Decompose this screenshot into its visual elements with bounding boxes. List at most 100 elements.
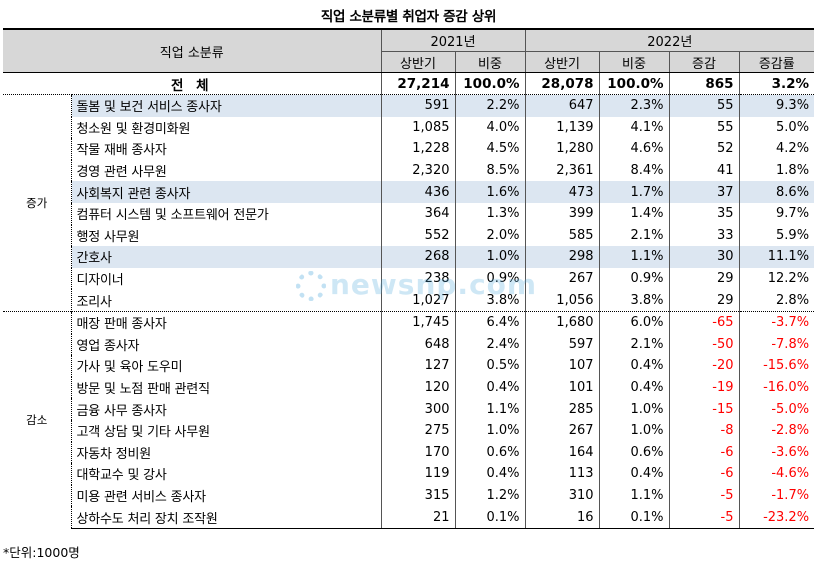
h1-2021-cell: 21 (381, 506, 456, 529)
change-cell: -15 (669, 398, 740, 420)
h1-2021-cell: 1,085 (381, 116, 456, 139)
share-2022-cell: 0.6% (599, 441, 670, 464)
h1-2021-header: 상반기 (381, 51, 456, 73)
change-cell: -8 (669, 419, 740, 442)
share-2021-cell: 0.5% (455, 355, 526, 377)
share-2022-cell: 2.3% (599, 93, 670, 117)
rate-cell: -5.0% (771, 401, 810, 417)
h1-2021-cell: 268 (381, 246, 456, 268)
table-row: 감소 매장 판매 종사자 1,745 6.4% 1,680 6.0% -65 -3.7% (3, 310, 815, 529)
occupation-name: 돌봄 및 보건 서비스 종사자 (71, 93, 382, 117)
table-row: 경영 관련 사무원 2,320 8.5% 2,361 8.4% 41 1.8% (3, 159, 814, 182)
h1-2022-cell: 597 (525, 333, 600, 356)
share-2022-cell: 1.4% (599, 202, 670, 225)
h1-2022-cell: 1,680 (525, 310, 600, 334)
share-2022-cell: 4.6% (599, 138, 670, 160)
h1-2021-cell: 127 (381, 355, 456, 377)
h1-2021-cell: 120 (381, 376, 456, 399)
table-row: 금융 사무 종사자 300 1.1% 285 1.0% -15 -5.0% (3, 398, 814, 420)
rate-cell: -2.8% (771, 423, 810, 439)
rate-cell: -15.6% (763, 358, 810, 374)
h1-2022-cell: 101 (525, 376, 600, 399)
rate-cell: 9.7% (776, 206, 810, 222)
total-label: 전 체 (3, 72, 382, 95)
table-row: 컴퓨터 시스템 및 소프트웨어 전문가 364 1.3% 399 1.4% 35 9.7% (3, 202, 814, 225)
total-row: 전 체 27,214 100.0% 28,078 100.0% 865 3.2% (3, 72, 815, 95)
h1-2021-cell: 1,027 (381, 289, 456, 312)
h1-2021-cell: 648 (381, 333, 456, 356)
table-row: 가사 및 육아 도우미 127 0.5% 107 0.4% -20 -15.6% (3, 355, 814, 377)
share-2021-cell: 8.5% (455, 159, 526, 182)
change-cell: 37 (669, 181, 740, 203)
change-cell: -6 (669, 463, 740, 485)
table-row: 미용 관련 서비스 종사자 315 1.2% 310 1.1% -5 -1.7% (3, 484, 814, 507)
occupation-name: 방문 및 노점 판매 관련직 (71, 376, 382, 399)
share-2021-cell: 2.4% (455, 333, 526, 356)
share-2021-cell: 0.1% (455, 506, 526, 529)
rate-cell: 1.8% (776, 163, 810, 179)
occupation-name: 대학교수 및 강사 (71, 463, 382, 485)
share-2021-cell: 2.2% (455, 93, 526, 117)
share-2021-cell: 1.6% (455, 181, 526, 203)
h1-2022-cell: 647 (525, 93, 600, 117)
share-2022-cell: 1.7% (599, 181, 670, 203)
occupation-name: 가사 및 육아 도우미 (71, 355, 382, 377)
h1-2021-cell: 1,745 (381, 310, 456, 334)
total-share-2021: 100.0% (455, 72, 526, 95)
table-row: 행정 사무원 552 2.0% 585 2.1% 33 5.9% (3, 224, 814, 247)
total-change: 865 (669, 72, 740, 95)
table-title: 직업 소분류별 취업자 증감 상위 (320, 9, 497, 25)
occupation-name: 매장 판매 종사자 (71, 310, 382, 334)
rate-cell: -7.8% (771, 336, 810, 352)
change-cell: -5 (669, 506, 740, 529)
share-2021-cell: 0.4% (455, 463, 526, 485)
share-2022-cell: 0.4% (599, 376, 670, 399)
change-cell: -6 (669, 441, 740, 464)
table-row: 조리사 1,027 3.8% 1,056 3.8% 29 2.8% (3, 289, 814, 312)
table-row: 방문 및 노점 판매 관련직 120 0.4% 101 0.4% -19 -16.0% (3, 376, 814, 399)
year-2021-header: 2021년 (381, 28, 526, 52)
share-2021-cell: 3.8% (455, 289, 526, 312)
h1-2022-cell: 1,280 (525, 138, 600, 160)
change-cell: -50 (669, 333, 740, 356)
h1-2021-cell: 170 (381, 441, 456, 464)
share-2022-cell: 2.1% (599, 333, 670, 356)
h1-2021-cell: 591 (381, 93, 456, 117)
h1-2022-cell: 113 (525, 463, 600, 485)
change-cell: 55 (669, 116, 740, 139)
occupation-name: 작물 재배 종사자 (71, 138, 382, 160)
share-2021-cell: 0.4% (455, 376, 526, 399)
h1-2022-cell: 585 (525, 224, 600, 247)
h1-2022-cell: 1,056 (525, 289, 600, 312)
unit-footnote: *단위:1000명 (3, 545, 80, 560)
share-2021-cell: 0.9% (455, 267, 526, 290)
rate-cell: -23.2% (739, 506, 815, 529)
share-2021-cell: 0.6% (455, 441, 526, 464)
h1-2022-cell: 310 (525, 484, 600, 507)
watermark-text: newsnp.com (330, 268, 538, 301)
rate-cell: -16.0% (763, 380, 810, 396)
total-share-2022: 100.0% (599, 72, 670, 95)
rate-cell: -1.7% (771, 487, 810, 503)
h1-2021-cell: 119 (381, 463, 456, 485)
occupation-name: 간호사 (71, 246, 382, 268)
share-2022-header: 비중 (599, 51, 670, 73)
share-2021-cell: 1.1% (455, 398, 526, 420)
table-row: 증가 돌봄 및 보건 서비스 종사자 591 2.2% 647 2.3% 55 9.3% (3, 93, 815, 312)
share-2022-cell: 1.0% (599, 398, 670, 420)
h1-2021-cell: 275 (381, 419, 456, 442)
share-2022-cell: 8.4% (599, 159, 670, 182)
occupation-name: 행정 사무원 (71, 224, 382, 247)
occupation-name: 사회복지 관련 종사자 (71, 181, 382, 203)
h1-2021-cell: 238 (381, 267, 456, 290)
table-row: 영업 종사자 648 2.4% 597 2.1% -50 -7.8% (3, 333, 814, 356)
change-cell: 41 (669, 159, 740, 182)
h1-2021-cell: 300 (381, 398, 456, 420)
share-2021-cell: 1.0% (455, 419, 526, 442)
h1-2022-cell: 164 (525, 441, 600, 464)
change-cell: -19 (669, 376, 740, 399)
h1-2022-cell: 473 (525, 181, 600, 203)
share-2022-cell: 0.4% (599, 463, 670, 485)
h1-2022-header: 상반기 (525, 51, 600, 73)
share-2021-cell: 1.0% (455, 246, 526, 268)
